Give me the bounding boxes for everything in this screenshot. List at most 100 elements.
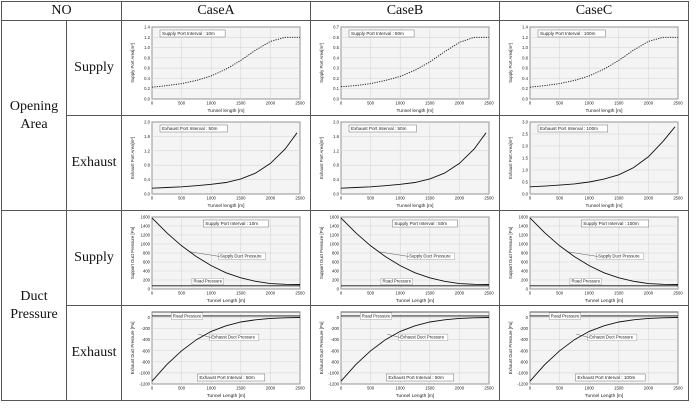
y-tick-label: -1200 [139, 382, 150, 387]
chart-svg: 0.0 0.5 1.0 1.5 2.0 2.5 3.0 0 500 1000 1500 2000 250… [508, 120, 683, 210]
series-label: Supply Duct Pressure [220, 254, 262, 259]
y-tick-label: -1000 [328, 370, 339, 375]
y-tick-label: -400 [331, 337, 340, 342]
y-tick-label: 400 [143, 269, 151, 274]
row-pressure-supply: Duct Pressure Supply 0 200 400 600 800 1000 12… [1, 210, 689, 401]
chart-cell: -1200 -1000 -800 -600 -400 -200 0 0 500 1000 1500 2… [121, 305, 311, 401]
x-tick-label: 500 [556, 291, 564, 296]
series-label-box [191, 278, 224, 285]
group-label-opening-area: Opening Area [1, 20, 67, 211]
x-tick-label: 0 [151, 101, 154, 106]
header-case-c: CaseC [499, 1, 689, 21]
x-tick-label: 2000 [644, 101, 654, 106]
x-tick-label: 1500 [236, 291, 246, 296]
annotation-box [575, 373, 646, 382]
x-tick-label: 500 [367, 291, 375, 296]
y-tick-label: 1.2 [144, 35, 150, 40]
comparison-table: NO CaseA CaseB CaseC Opening Area Supply… [1, 1, 689, 401]
series-line [340, 36, 489, 88]
plot-area [151, 26, 301, 100]
series-label: Road Pressure [382, 279, 411, 284]
series-line [151, 317, 301, 382]
interval-annotation: Exhaust Port Interval : 100m [577, 375, 635, 380]
y-tick-label: 1.2 [333, 148, 339, 153]
x-axis-label: Tunnel length [m] [586, 203, 623, 209]
y-tick-label: 3.0 [522, 120, 528, 125]
group-label-line-2: Area [20, 116, 48, 132]
header-case-b: CaseB [310, 1, 500, 21]
y-tick-label: 600 [332, 260, 340, 265]
chart-cell: 0.0 0.4 0.8 1.2 1.6 2.0 0 500 1000 1500 2000 2500 Tu… [310, 115, 500, 211]
y-axis-label: Support Duct Pressure [Pa] [508, 227, 513, 279]
x-tick-label: 0 [151, 291, 154, 296]
chart-cell: 0.0 0.2 0.4 0.6 0.8 1.0 1.2 1.4 0 500 1000 1500 2000… [121, 20, 311, 116]
series-label: Supply Duct Pressure [598, 254, 640, 259]
x-tick-label: 1500 [236, 196, 246, 201]
interval-annotation: Supply Port Interval : 10m [205, 221, 258, 226]
group-label-line-1: Opening [9, 98, 59, 114]
interval-annotation: Exhaust Port Interval : 50m [388, 375, 444, 380]
x-tick-label: 2500 [673, 101, 683, 106]
y-tick-label: 0.4 [144, 76, 150, 81]
series-label: Road Pressure [551, 313, 580, 318]
x-axis-label: Tunnel Length [m] [207, 393, 246, 399]
x-axis-label: Tunnel Length [m] [585, 393, 624, 399]
annotation-box [581, 219, 649, 228]
y-tick-label: 0.0 [522, 97, 528, 102]
chart-cell: 0.0 0.1 0.2 0.3 0.4 0.5 0.6 0.7 0 500 1000 1500 2000… [310, 20, 500, 116]
x-axis-label: Tunnel length [m] [397, 203, 434, 209]
chart-svg: 0.0 0.4 0.8 1.2 1.6 2.0 0 500 1000 1500 2000 2500 Tu… [130, 120, 305, 210]
y-tick-label: 1.4 [522, 25, 528, 30]
chart-cell: -1200 -1000 -800 -600 -400 -200 0 0 500 1000 1500 2… [499, 305, 689, 401]
x-tick-label: 2000 [455, 101, 465, 106]
y-tick-label: 200 [143, 278, 151, 283]
y-tick-label: 0.7 [333, 25, 339, 30]
x-tick-label: 2500 [673, 291, 683, 296]
x-tick-label: 0 [340, 196, 343, 201]
chart-svg: 0 200 400 600 800 1000 1200 1400 1600 0 500 1000 150… [319, 215, 494, 305]
y-tick-label: 0.0 [333, 97, 339, 102]
y-tick-label: 0.1 [333, 86, 339, 91]
y-axis-label: Supply Port Area[m²] [508, 43, 513, 83]
y-axis-label: Support Duct Pressure [Pa] [130, 227, 135, 279]
y-tick-label: 1600 [330, 215, 340, 220]
x-tick-label: 2500 [484, 291, 494, 296]
series-line [151, 217, 301, 285]
interval-annotation: Exhaust Port Interval : 50m [162, 126, 218, 131]
y-tick-label: 200 [521, 278, 529, 283]
annotation-box [159, 124, 228, 133]
x-tick-label: 2500 [484, 196, 494, 201]
x-tick-label: 1000 [396, 196, 406, 201]
plot-area [529, 26, 679, 100]
y-tick-label: 0.4 [333, 55, 339, 60]
x-axis-label: Tunnel Length [m] [396, 393, 435, 399]
row-opening-exhaust: Exhaust 0.0 0.4 0.8 1.2 1.6 2.0 0 500 1000 1500 20… [2, 115, 689, 211]
series-line [340, 317, 490, 382]
header-row: NO CaseA CaseB CaseC [1, 1, 689, 21]
series-line [529, 36, 678, 88]
x-tick-label: 2000 [266, 196, 276, 201]
x-tick-label: 500 [178, 291, 186, 296]
chart-svg: 0 200 400 600 800 1000 1200 1400 1600 0 500 1000 150… [130, 215, 305, 305]
y-tick-label: 1.2 [144, 148, 150, 153]
x-tick-label: 1000 [396, 101, 406, 106]
x-tick-label: 1000 [585, 101, 595, 106]
y-tick-label: 600 [521, 260, 529, 265]
x-axis-label: Tunnel length [m] [208, 108, 245, 114]
x-tick-label: 2000 [644, 291, 654, 296]
y-tick-label: 0.4 [144, 177, 150, 182]
y-tick-label: 0.8 [144, 163, 150, 168]
series-line [340, 217, 490, 285]
y-tick-label: 1400 [330, 224, 340, 229]
x-tick-label: 0 [340, 291, 343, 296]
series-label: Exhaust Duct Pressure [400, 335, 445, 340]
interval-annotation: Supply Port Interval : 10m [162, 31, 215, 36]
x-tick-label: 500 [178, 196, 186, 201]
y-axis-label: Exhaust Port Area[m²] [508, 137, 513, 179]
x-tick-label: 1000 [207, 291, 217, 296]
x-tick-label: 2500 [295, 291, 305, 296]
y-tick-label: 800 [143, 251, 151, 256]
x-tick-label: 1500 [614, 386, 624, 391]
y-tick-label: 0.8 [144, 55, 150, 60]
series-line [529, 317, 679, 382]
